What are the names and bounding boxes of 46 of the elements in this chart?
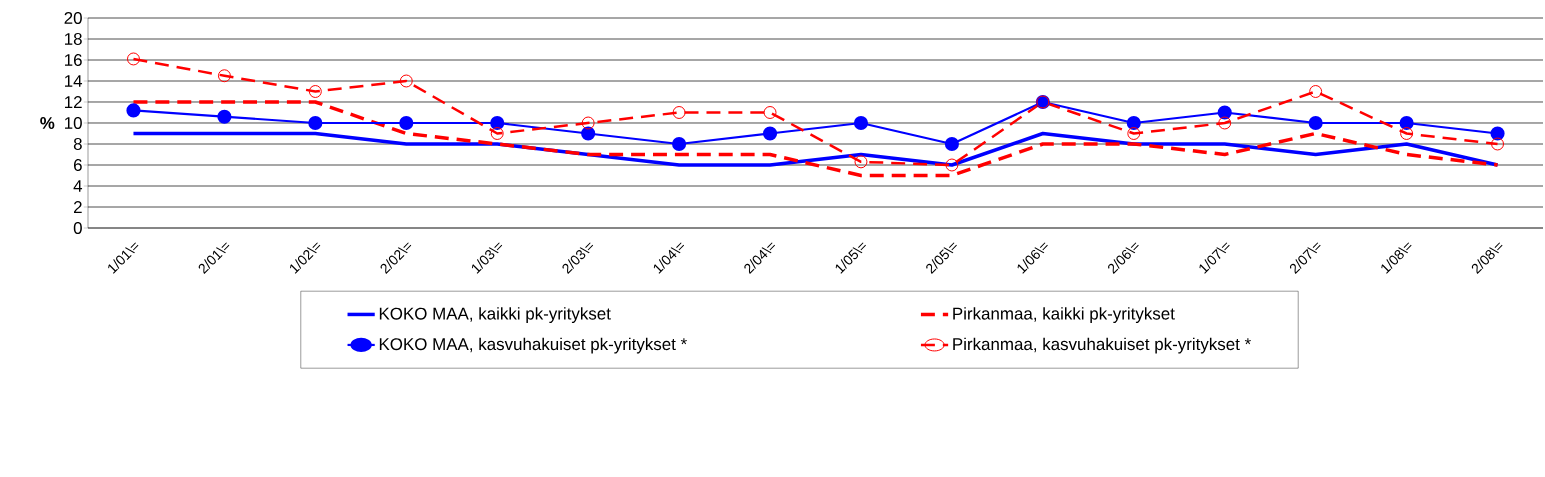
point: [1218, 116, 1232, 130]
y-tick-label: 20: [64, 12, 82, 24]
point: [399, 115, 414, 131]
point: [853, 115, 869, 131]
legend-label: Pirkanmaa, kasvuhakuiset pk-yritykset *: [953, 337, 1251, 354]
point: [1126, 115, 1141, 131]
point: [217, 109, 232, 124]
y-tick-label: 12: [65, 96, 82, 108]
point: [762, 126, 778, 141]
point: [945, 158, 959, 172]
y-axis-title: %: [40, 117, 55, 129]
point: [672, 136, 687, 152]
y-tick-label: 16: [65, 54, 82, 66]
point: [1400, 127, 1414, 140]
point: [672, 106, 686, 119]
legend-label: KOKO MAA, kaikki pk-yritykset: [379, 307, 611, 323]
point: [1217, 105, 1232, 120]
point: [1491, 137, 1505, 151]
y-tick-label: 4: [73, 180, 83, 192]
point: [490, 127, 504, 140]
point: [1490, 126, 1505, 141]
point: [399, 74, 413, 88]
y-tick-label: 6: [73, 159, 82, 171]
legend-label: Pirkanmaa, kaikki pk-yritykset: [953, 307, 1175, 323]
point: [126, 52, 140, 66]
point: [581, 126, 596, 141]
point: [944, 136, 959, 152]
point: [1309, 85, 1323, 98]
point: [490, 115, 505, 131]
point: [217, 69, 231, 83]
point: [1308, 115, 1323, 131]
legend-label: KOKO MAA, kasvuhakuiset pk-yritykset *: [379, 337, 687, 354]
point: [126, 103, 141, 118]
point: [308, 85, 322, 98]
y-tick-label: 10: [65, 117, 82, 129]
point: [1127, 127, 1141, 140]
y-tick-label: 18: [65, 33, 82, 45]
point: [763, 106, 777, 119]
y-tick-label: 2: [73, 201, 82, 213]
y-tick-label: 0: [73, 222, 82, 234]
point: [581, 116, 595, 130]
point: [308, 115, 323, 131]
y-tick-label: 8: [73, 138, 82, 150]
point: [854, 155, 868, 169]
point: [1399, 115, 1414, 131]
y-tick-label: 14: [65, 75, 83, 87]
